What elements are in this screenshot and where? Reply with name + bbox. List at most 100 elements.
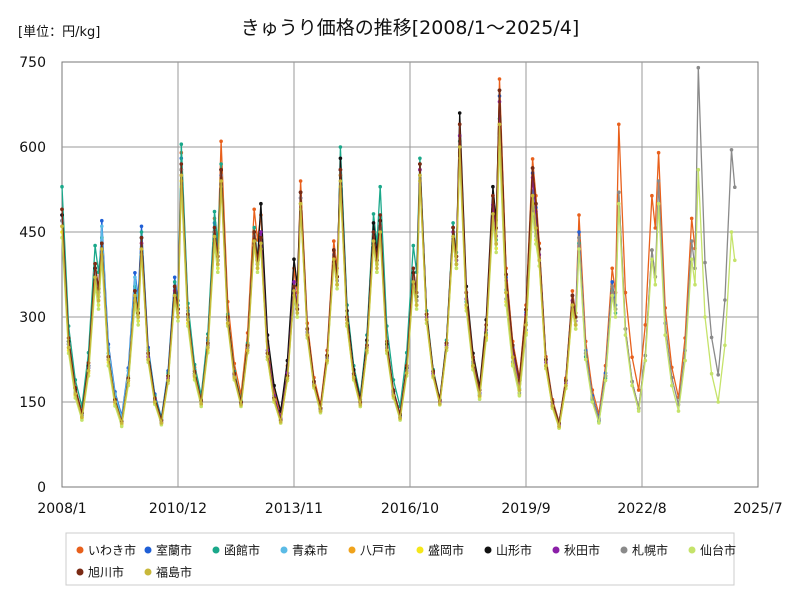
- legend-item: 札幌市: [620, 543, 668, 558]
- data-point: [457, 122, 462, 127]
- data-point: [537, 258, 542, 263]
- data-point: [93, 243, 97, 248]
- data-point: [358, 403, 363, 407]
- legend-label: 福島市: [156, 565, 192, 580]
- data-point: [411, 266, 416, 271]
- data-point: [216, 270, 220, 275]
- data-point: [630, 355, 634, 360]
- plot-area: 0 150 300 450 600 750 2008/1 2010/12 2013/11 2016…: [19, 55, 782, 517]
- y-tick-label: 450: [19, 225, 46, 241]
- data-point: [259, 241, 263, 246]
- data-point: [454, 266, 459, 271]
- data-point: [176, 319, 180, 323]
- data-point: [504, 290, 508, 295]
- legend-item: 盛岡市: [416, 543, 464, 558]
- legend-item: 室蘭市: [144, 543, 192, 558]
- data-point: [73, 392, 78, 396]
- data-point: [212, 209, 217, 214]
- data-point: [93, 275, 97, 280]
- data-point: [729, 148, 734, 152]
- data-point: [80, 418, 84, 422]
- data-point: [530, 166, 535, 170]
- data-point: [179, 162, 184, 166]
- data-point: [557, 424, 561, 429]
- data-point: [259, 230, 263, 234]
- data-point: [391, 394, 396, 398]
- data-point: [378, 213, 383, 217]
- data-point: [176, 315, 180, 319]
- data-point: [457, 145, 462, 149]
- legend-label: 青森市: [292, 543, 328, 558]
- data-point: [139, 235, 144, 240]
- legend-marker: [484, 546, 492, 554]
- data-point: [305, 333, 310, 337]
- data-point: [491, 193, 495, 198]
- data-point: [278, 420, 283, 424]
- data-point: [703, 260, 707, 265]
- data-point: [497, 122, 502, 127]
- data-point: [643, 358, 648, 363]
- series-福島市: [60, 122, 578, 429]
- data-point: [371, 221, 376, 225]
- data-point: [119, 424, 124, 429]
- legend-marker: [348, 546, 356, 554]
- data-point: [454, 262, 459, 267]
- data-point: [398, 416, 402, 421]
- data-point: [375, 266, 379, 271]
- data-point: [295, 311, 300, 315]
- data-point: [292, 257, 296, 262]
- data-point: [484, 333, 489, 337]
- data-point: [312, 383, 316, 388]
- data-point: [709, 371, 714, 376]
- data-point: [252, 230, 256, 234]
- data-point: [259, 201, 263, 206]
- data-point: [534, 226, 538, 230]
- data-point: [510, 355, 515, 360]
- data-point: [550, 404, 555, 408]
- data-point: [689, 257, 694, 262]
- legend-label: 仙台市: [700, 543, 736, 558]
- data-point: [577, 235, 581, 240]
- data-point: [136, 323, 140, 327]
- data-point: [577, 213, 581, 217]
- legend-label: 旭川市: [88, 565, 124, 580]
- data-point: [530, 157, 535, 161]
- data-point: [332, 239, 336, 243]
- data-point: [411, 243, 416, 248]
- data-point: [570, 289, 575, 293]
- data-point: [325, 358, 329, 363]
- data-point: [252, 225, 256, 230]
- data-point: [80, 415, 84, 420]
- data-point: [139, 224, 144, 229]
- data-point: [338, 145, 343, 149]
- data-point: [689, 239, 694, 243]
- data-point: [491, 184, 495, 189]
- data-point: [146, 357, 150, 362]
- legend-item: 旭川市: [76, 565, 124, 580]
- data-point: [411, 280, 416, 284]
- data-point: [610, 293, 614, 298]
- data-point: [573, 327, 578, 331]
- x-tick-label: 2016/10: [381, 501, 439, 517]
- data-point: [570, 303, 575, 307]
- data-point: [517, 388, 522, 392]
- data-point: [318, 409, 323, 413]
- data-point: [524, 323, 528, 327]
- legend-marker: [76, 568, 84, 576]
- data-point: [431, 374, 436, 378]
- data-point: [133, 289, 137, 293]
- legend-label: 盛岡市: [428, 543, 464, 558]
- legend-label: 室蘭市: [156, 543, 192, 558]
- data-point: [530, 193, 535, 198]
- x-tick-label: 2019/9: [501, 501, 550, 517]
- data-point: [153, 400, 157, 404]
- legend-marker: [76, 546, 84, 554]
- data-point: [491, 212, 495, 216]
- legend-marker: [688, 546, 696, 554]
- legend-label: 秋田市: [564, 543, 600, 558]
- data-point: [573, 323, 578, 327]
- data-point: [729, 230, 734, 234]
- data-point: [577, 247, 581, 251]
- legend-marker: [144, 568, 152, 576]
- legend-label: 山形市: [496, 543, 532, 558]
